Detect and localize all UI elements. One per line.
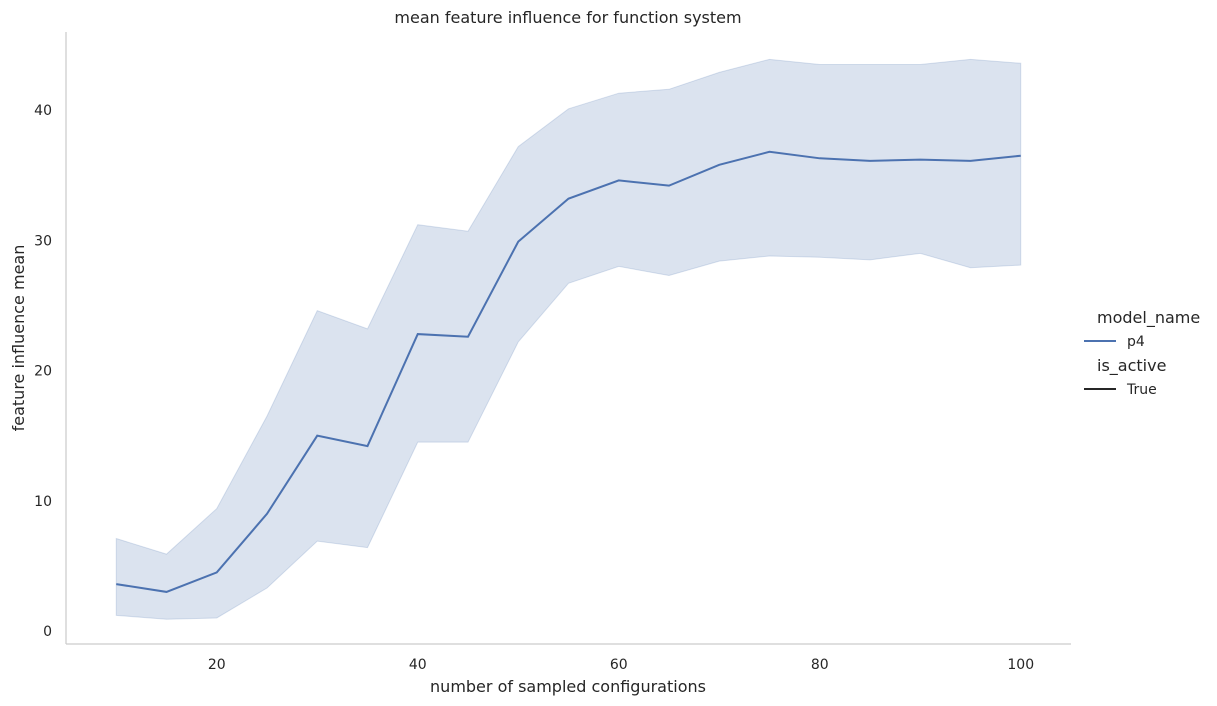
legend-title: model_name [1097, 308, 1200, 328]
legend-label: p4 [1127, 334, 1145, 350]
x-tick-labels: 20 40 60 80 100 [208, 657, 1034, 673]
x-axis-label: number of sampled configurations [430, 677, 706, 696]
x-tick-label: 100 [1007, 657, 1034, 673]
series-line-p4 [116, 150, 1021, 593]
x-tick-label: 60 [610, 657, 628, 673]
confidence-band-p4 [115, 58, 1022, 620]
y-axis-label: feature influence mean [9, 245, 28, 432]
legend-title: is_active [1097, 356, 1166, 376]
y-tick-label: 30 [34, 233, 52, 249]
x-tick-label: 80 [811, 657, 829, 673]
legend: model_name p4 is_active True [1084, 308, 1200, 398]
chart-title: mean feature influence for function syst… [394, 8, 741, 27]
y-tick-label: 0 [43, 624, 52, 640]
legend-label: True [1126, 382, 1157, 398]
x-tick-label: 20 [208, 657, 226, 673]
y-tick-label: 10 [34, 494, 52, 510]
y-tick-label: 20 [34, 364, 52, 380]
x-tick-label: 40 [409, 657, 427, 673]
y-tick-label: 40 [34, 103, 52, 119]
y-tick-labels: 0 10 20 30 40 [34, 103, 52, 640]
axes [65, 32, 1071, 645]
plot-area [115, 58, 1022, 620]
